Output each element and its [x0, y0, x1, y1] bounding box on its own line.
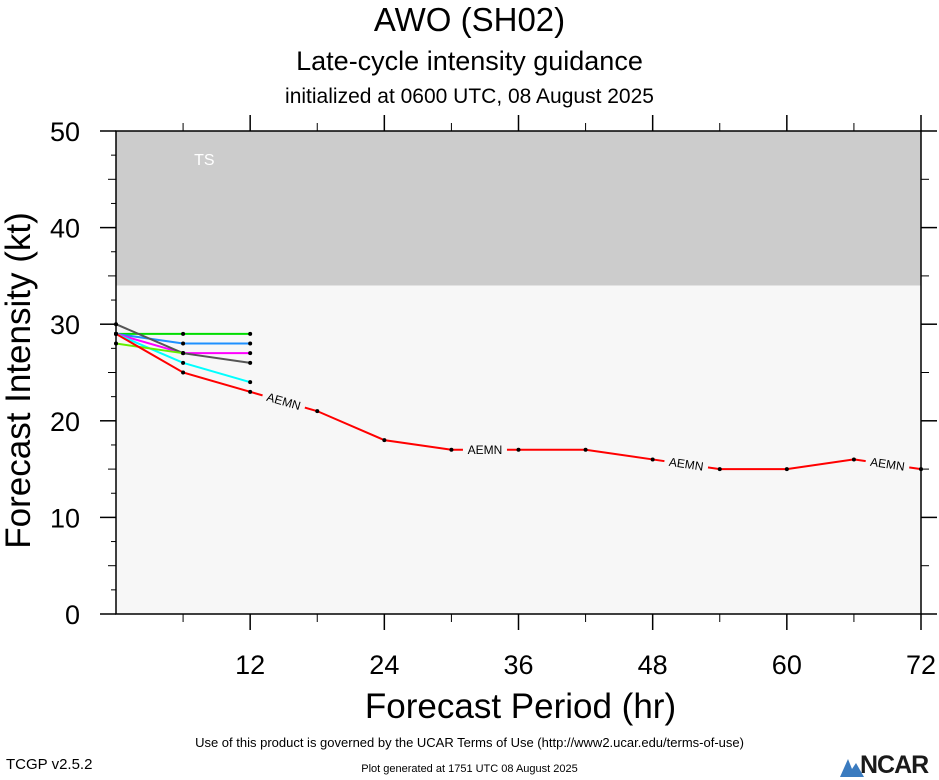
data-point [114, 341, 118, 346]
data-point [583, 447, 588, 452]
data-point [851, 457, 856, 462]
data-point [717, 467, 722, 472]
ncar-logo-icon [840, 759, 864, 777]
series-line [115, 342, 184, 355]
generated-timestamp: Plot generated at 1751 UTC 08 August 202… [361, 763, 578, 775]
data-point [248, 351, 253, 356]
series-inline-label: AEMN [668, 455, 704, 474]
data-point [114, 322, 118, 327]
data-point [181, 331, 186, 336]
series-inline-label: AEMN [468, 443, 503, 457]
x-tick-label: 36 [503, 650, 533, 680]
y-tick-label: 50 [50, 117, 80, 147]
x-tick-label: 12 [235, 650, 265, 680]
x-axis-label: Forecast Period (hr) [365, 687, 676, 726]
series-label-bg [864, 454, 911, 475]
y-tick-label: 20 [50, 407, 80, 437]
data-point [181, 370, 186, 375]
data-point [248, 380, 253, 385]
x-tick-label: 24 [369, 650, 399, 680]
ncar-logo: NCAR [838, 751, 939, 780]
chart-title: AWO (SH02) [373, 1, 566, 38]
data-point [382, 438, 387, 443]
ncar-logo-text: NCAR [860, 751, 929, 779]
data-point [919, 467, 923, 472]
series-label-bg [260, 388, 307, 415]
data-point [181, 341, 186, 346]
series-label-bg [663, 454, 709, 475]
series-inline-label: AEMN [869, 455, 905, 474]
data-point [315, 409, 320, 414]
data-point [516, 447, 521, 452]
chart-subtitle: Late-cycle intensity guidance [296, 46, 643, 76]
init-time-line: initialized at 0600 UTC, 08 August 2025 [285, 85, 654, 108]
x-tick-label: 60 [772, 650, 802, 680]
data-point [248, 341, 253, 346]
y-tick-label: 10 [50, 503, 80, 533]
version-label: TCGP v2.5.2 [6, 756, 93, 773]
data-point [449, 447, 454, 452]
data-point [650, 457, 655, 462]
data-point [784, 467, 789, 472]
y-axis-label: Forecast Intensity (kt) [0, 212, 38, 548]
terms-of-use-text: Use of this product is governed by the U… [195, 735, 744, 750]
x-tick-label: 72 [906, 650, 936, 680]
data-point [114, 331, 118, 336]
data-point [248, 389, 253, 394]
series-label-bg [462, 442, 507, 457]
data-point [248, 360, 253, 365]
data-point [181, 351, 186, 356]
y-tick-label: 40 [50, 214, 80, 244]
band-label: TS [194, 152, 214, 169]
data-point [248, 331, 253, 336]
y-tick-label: 0 [65, 600, 80, 630]
data-point [181, 360, 186, 365]
intensity-chart: TS 0 10 20 30 40 50 12 24 36 48 60 72 Forecast Period… [0, 115, 937, 726]
x-tick-label: 48 [638, 650, 668, 680]
intensity-band [116, 131, 921, 286]
y-tick-label: 30 [50, 310, 80, 340]
